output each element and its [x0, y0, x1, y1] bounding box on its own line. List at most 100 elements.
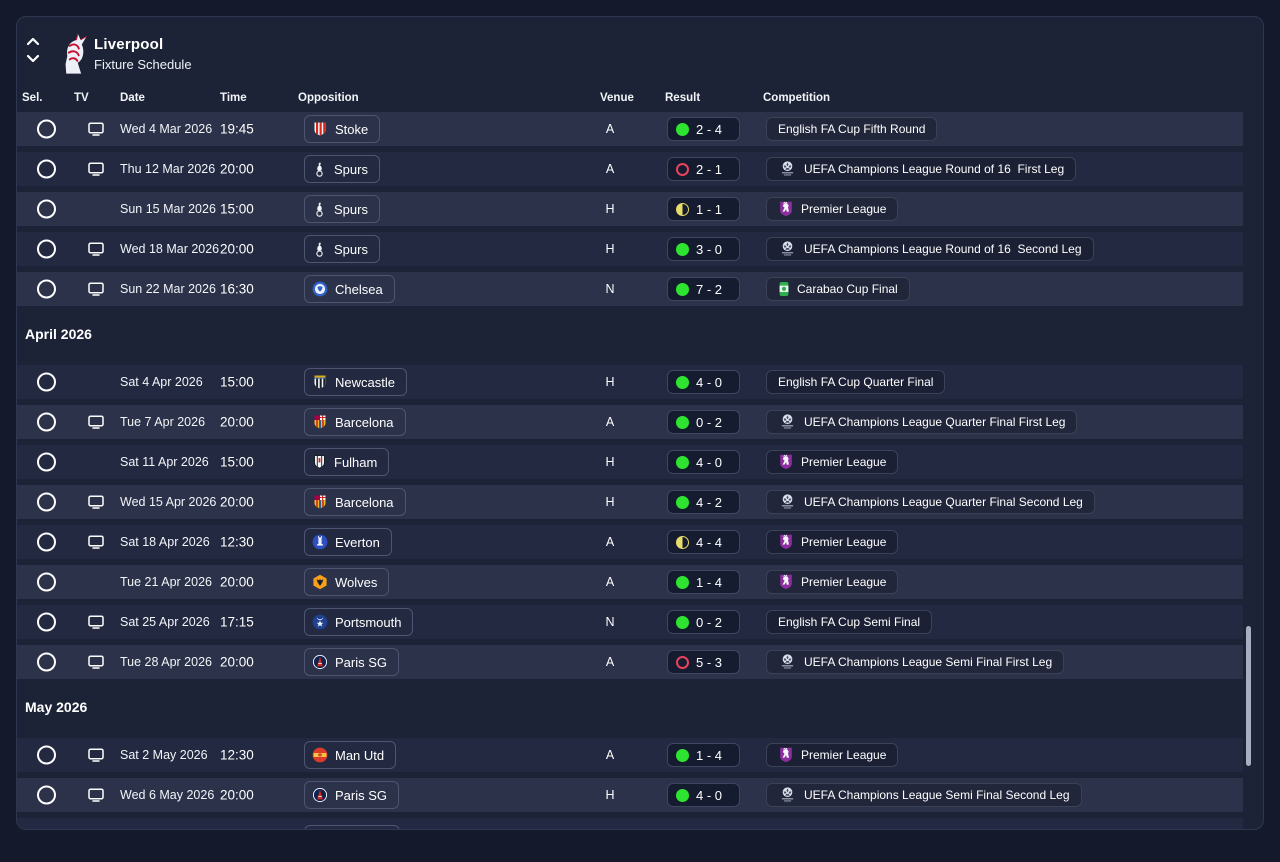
select-fixture-radio[interactable]	[37, 199, 56, 219]
fixture-row: Tue 7 Apr 2026 20:00 Barcelona A 0 - 2 UEFA C…	[17, 405, 1243, 439]
opposition-badge[interactable]: Barcelona	[304, 488, 406, 516]
select-fixture-radio[interactable]	[37, 119, 56, 139]
column-header-opposition: Opposition	[298, 92, 359, 104]
column-header-tv: TV	[74, 92, 89, 104]
competition-badge[interactable]: Carabao Cup Final	[766, 277, 910, 301]
opposition-badge[interactable]: Paris SG	[304, 781, 400, 809]
result-score: 7 - 2	[696, 281, 723, 297]
newcastle-crest-icon	[312, 374, 328, 390]
paris-sg-crest-icon	[312, 654, 328, 670]
kickoff-time: 20:00	[220, 494, 254, 510]
result-score: 1 - 4	[696, 574, 723, 590]
venue-indicator: A	[605, 575, 615, 589]
competition-badge[interactable]: UEFA Champions League Quarter Final Seco…	[766, 490, 1095, 514]
competition-label: English FA Cup Quarter Final	[778, 375, 934, 389]
page-subtitle: Fixture Schedule	[94, 57, 192, 72]
result-score: 4 - 0	[696, 374, 723, 390]
opposition-badge[interactable]: Spurs	[304, 235, 380, 263]
result-badge[interactable]: 1 - 4	[667, 570, 740, 594]
panel-header: Liverpool Fixture Schedule	[17, 17, 1263, 89]
select-fixture-radio[interactable]	[37, 279, 56, 299]
competition-badge[interactable]: UEFA Champions League Quarter Final Firs…	[766, 410, 1078, 434]
competition-badge[interactable]: Premier League	[766, 743, 899, 767]
result-badge[interactable]: 1 - 4	[667, 743, 740, 767]
result-badge[interactable]: 2 - 1	[667, 157, 740, 181]
opposition-badge[interactable]: Fulham	[304, 448, 390, 476]
opposition-badge[interactable]: Man Utd	[304, 741, 397, 769]
select-fixture-radio[interactable]	[37, 159, 56, 179]
page-title: Liverpool	[94, 36, 164, 53]
result-badge[interactable]: 0 - 2	[667, 410, 740, 434]
fixture-row: Wed 18 Mar 2026 20:00 Spurs H 3 - 0 UEFA Cham…	[17, 232, 1243, 266]
competition-badge[interactable]: Premier League	[766, 450, 899, 474]
select-fixture-radio[interactable]	[37, 412, 56, 432]
next-team-button[interactable]	[26, 54, 40, 63]
result-score: 2 - 4	[696, 121, 723, 137]
result-badge[interactable]: 5 - 3	[667, 650, 740, 674]
competition-badge[interactable]: Premier League	[766, 530, 899, 554]
result-badge[interactable]: 4 - 4	[667, 530, 740, 554]
premier-league-icon	[778, 747, 794, 763]
result-badge[interactable]: 2 - 4	[667, 117, 740, 141]
champions-league-icon	[778, 414, 797, 430]
result-badge[interactable]: 0 - 2	[667, 610, 740, 634]
opposition-name: Paris SG	[335, 787, 388, 803]
select-fixture-radio[interactable]	[37, 452, 56, 472]
result-badge[interactable]: 1 - 1	[667, 197, 740, 221]
opposition-badge[interactable]: Everton	[304, 528, 392, 556]
opposition-badge[interactable]: Newcastle	[304, 368, 407, 396]
competition-badge[interactable]: Premier League	[766, 197, 899, 221]
result-score: 5 - 3	[696, 654, 723, 670]
fixture-date: Wed 4 Mar 2026	[120, 122, 213, 136]
opposition-name: Stoke	[335, 121, 369, 137]
opposition-badge[interactable]: Paris SG	[304, 648, 400, 676]
previous-team-button[interactable]	[26, 37, 40, 46]
select-fixture-radio[interactable]	[37, 532, 56, 552]
opposition-badge[interactable]	[304, 825, 400, 829]
venue-indicator: H	[605, 495, 615, 509]
paris-sg-crest-icon	[312, 787, 328, 803]
fixture-list: Wed 4 Mar 2026 19:45 Stoke A 2 - 4 English FA…	[17, 109, 1263, 829]
select-fixture-radio[interactable]	[37, 492, 56, 512]
competition-badge[interactable]: English FA Cup Fifth Round	[766, 117, 938, 141]
select-fixture-radio[interactable]	[37, 239, 56, 259]
result-badge[interactable]: 4 - 0	[667, 450, 740, 474]
result-badge[interactable]: 4 - 2	[667, 490, 740, 514]
competition-badge[interactable]: English FA Cup Quarter Final	[766, 370, 946, 394]
competition-label: Premier League	[801, 535, 887, 549]
opposition-badge[interactable]: Portsmouth	[304, 608, 414, 636]
opposition-badge[interactable]: Chelsea	[304, 275, 395, 303]
select-fixture-radio[interactable]	[37, 612, 56, 632]
result-win-icon	[676, 748, 689, 762]
kickoff-time: 20:00	[220, 574, 254, 590]
tv-icon	[88, 122, 104, 136]
vertical-scrollbar-thumb[interactable]	[1246, 626, 1251, 766]
opposition-badge[interactable]: Barcelona	[304, 408, 406, 436]
competition-badge[interactable]: UEFA Champions League Round of 16 First …	[766, 157, 1077, 181]
result-badge[interactable]: 7 - 2	[667, 277, 740, 301]
kickoff-time: 20:00	[220, 787, 254, 803]
competition-badge[interactable]: UEFA Champions League Semi Final First L…	[766, 650, 1065, 674]
result-badge[interactable]: 4 - 0	[667, 783, 740, 807]
fixture-row: Thu 12 Mar 2026 20:00 Spurs A 2 - 1 UEFA Cham…	[17, 152, 1243, 186]
select-fixture-radio[interactable]	[37, 745, 56, 765]
opposition-name: Fulham	[334, 454, 378, 470]
select-fixture-radio[interactable]	[37, 372, 56, 392]
result-badge[interactable]: 4 - 0	[667, 370, 740, 394]
competition-badge[interactable]: Premier League	[766, 570, 899, 594]
fixture-date: Sat 11 Apr 2026	[120, 455, 209, 469]
competition-badge[interactable]: UEFA Champions League Semi Final Second …	[766, 783, 1082, 807]
select-fixture-radio[interactable]	[37, 785, 56, 805]
competition-badge[interactable]: UEFA Champions League Round of 16 Second…	[766, 237, 1094, 261]
opposition-badge[interactable]: Wolves	[304, 568, 390, 596]
result-badge[interactable]: 3 - 0	[667, 237, 740, 261]
opposition-name: Spurs	[334, 201, 368, 217]
opposition-badge[interactable]: Stoke	[304, 115, 381, 143]
select-fixture-radio[interactable]	[37, 652, 56, 672]
opposition-badge[interactable]: Spurs	[304, 195, 380, 223]
kickoff-time: 15:00	[220, 454, 254, 470]
competition-badge[interactable]: English FA Cup Semi Final	[766, 610, 933, 634]
select-fixture-radio[interactable]	[37, 572, 56, 592]
opposition-badge[interactable]: Spurs	[304, 155, 380, 183]
fixture-date: Sat 2 May 2026	[120, 748, 208, 762]
